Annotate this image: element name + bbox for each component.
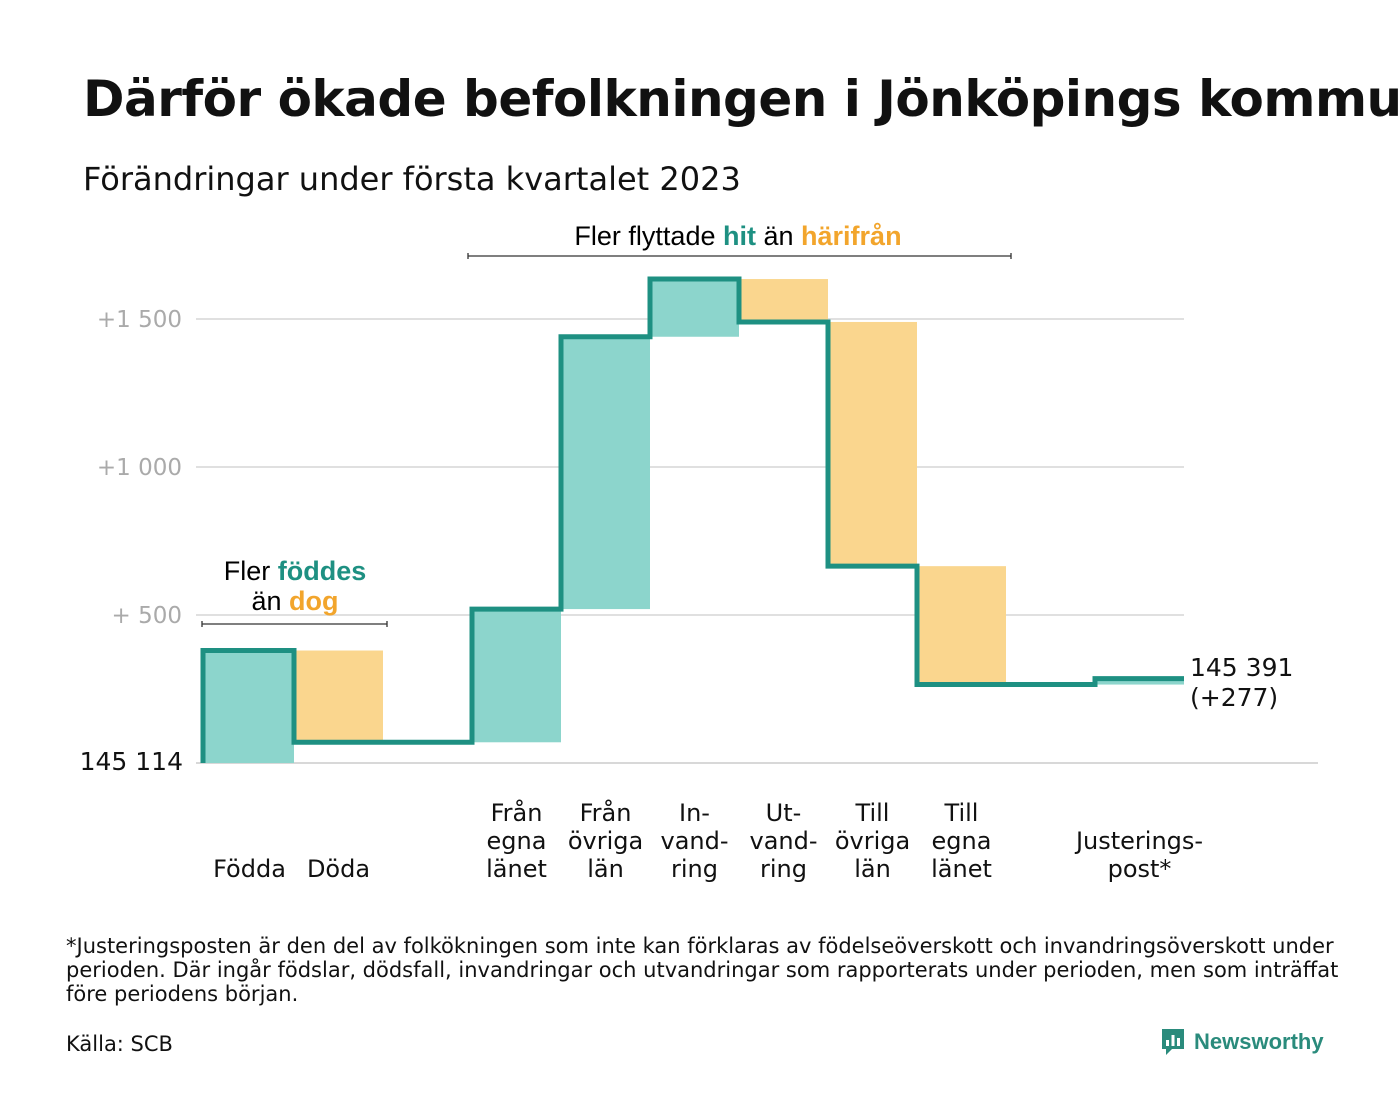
bar — [739, 279, 828, 322]
svg-text:än dog: än dog — [251, 586, 338, 616]
brand: Newsworthy — [1160, 1027, 1324, 1057]
category-label: övriga — [568, 827, 643, 855]
births-deaths-annotation: Fler föddes än dog — [201, 556, 388, 627]
bars — [205, 279, 1184, 763]
annotation-bracket — [467, 253, 1012, 259]
category-label: Från — [491, 798, 543, 827]
step-line — [200, 276, 1184, 763]
category-label: Från — [580, 798, 632, 827]
bar — [294, 650, 383, 743]
chart-subtitle: Förändringar under första kvartalet 2023 — [83, 160, 741, 198]
category-label: länet — [486, 855, 547, 883]
baseline-label: 145 114 — [80, 747, 183, 776]
annotation-highlight-births: föddes — [278, 556, 367, 586]
bar — [650, 279, 739, 337]
category-label: länet — [931, 855, 992, 883]
y-tick-label: + 500 — [112, 603, 182, 629]
final-change-label: (+277) — [1190, 683, 1278, 712]
category-label: län — [854, 855, 891, 883]
category-label: post* — [1108, 855, 1172, 883]
annotation-bracket — [201, 621, 388, 627]
y-tick-label: +1 000 — [97, 455, 182, 481]
category-label: Till — [944, 799, 979, 827]
category-label: Födda — [213, 855, 286, 883]
chart-title: Därför ökade befolkningen i Jönköpings k… — [83, 70, 1400, 128]
cumulative-step-line — [200, 276, 1184, 763]
category-labels: Födda DödaFrånegnalänetFrånövrigalänIn-va… — [213, 798, 1203, 883]
annotation-text: Fler flyttade — [574, 221, 723, 251]
annotation-text: än — [251, 586, 289, 616]
gridlines: + 500 +1 000 +1 500 — [97, 307, 1318, 764]
bar — [472, 609, 561, 743]
bar — [205, 650, 294, 763]
final-value-label: 145 391 — [1190, 653, 1293, 682]
brand-name: Newsworthy — [1194, 1029, 1324, 1054]
annotation-text: Fler — [224, 556, 278, 586]
annotation-highlight-harifran: härifrån — [801, 221, 902, 251]
waterfall-chart: + 500+1 000+1 500 Födda DödaFrånegnalänet… — [80, 221, 1318, 883]
category-label: Ut- — [766, 799, 802, 827]
category-label: övriga — [835, 827, 910, 855]
category-label: vand- — [749, 827, 817, 855]
category-label: ring — [760, 855, 807, 883]
bar — [561, 336, 650, 610]
category-label: In- — [679, 799, 710, 827]
y-tick-label: +1 500 — [97, 307, 182, 333]
source-label: Källa: SCB — [66, 1032, 173, 1056]
category-label: Justerings- — [1074, 827, 1203, 855]
annotation-text: än — [756, 221, 801, 251]
newsworthy-logo-icon — [1162, 1029, 1184, 1055]
bar — [828, 321, 917, 567]
category-label: Till — [855, 799, 890, 827]
annotation-highlight-hit: hit — [723, 221, 756, 251]
svg-text:Fler föddes: Fler föddes — [224, 556, 367, 586]
annotation-highlight-deaths: dog — [289, 586, 338, 616]
svg-text:Fler flyttade hit än härifrån: Fler flyttade hit än härifrån — [574, 221, 901, 251]
bar — [917, 566, 1006, 685]
category-label: län — [587, 855, 624, 883]
category-label: ring — [671, 855, 718, 883]
bar — [1095, 678, 1184, 685]
migration-annotation: Fler flyttade hit än härifrån — [467, 221, 1012, 259]
footnote: *Justeringsposten är den del av folkökni… — [66, 934, 1339, 1006]
category-label: vand- — [660, 827, 728, 855]
category-label: Döda — [307, 855, 370, 883]
category-label: egna — [487, 827, 547, 855]
category-label: egna — [932, 827, 992, 855]
